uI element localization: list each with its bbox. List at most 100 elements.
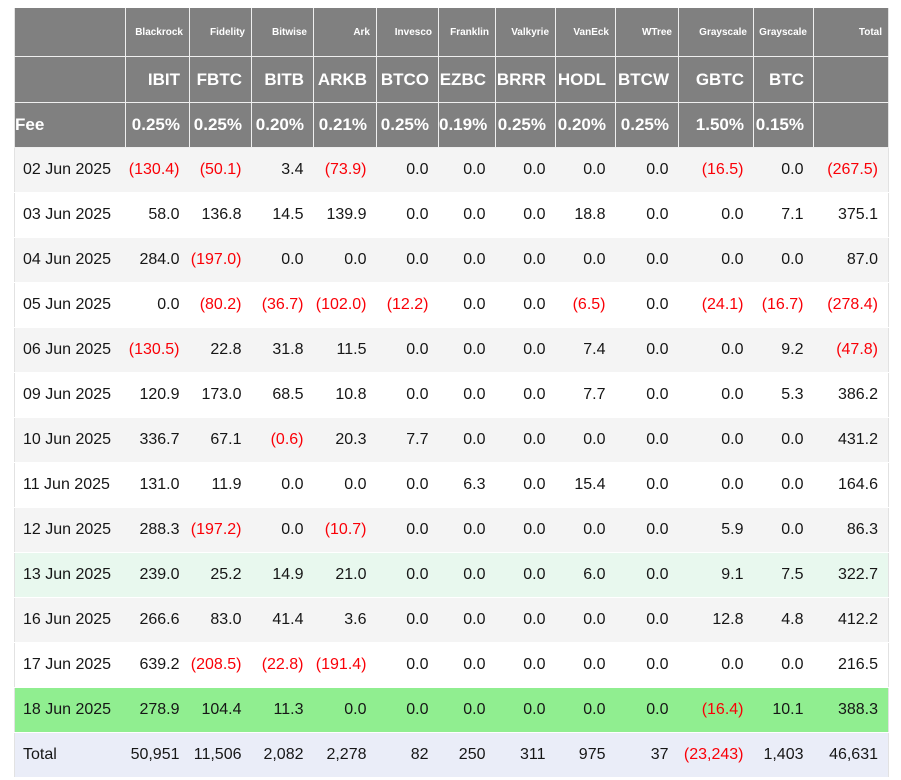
row-total-cell: 431.2	[813, 417, 889, 463]
flow-value-cell: 4.8	[753, 597, 814, 643]
flow-value-cell: 0.0	[495, 282, 556, 328]
ticker-header-row: IBIT FBTC BITB ARKB BTCO EZBC BRRR HODL BTCW GBTC…	[14, 56, 889, 103]
flow-value-cell: 0.0	[376, 597, 439, 643]
flow-value-cell: 0.0	[495, 597, 556, 643]
flow-value-cell: 3.6	[313, 597, 377, 643]
provider-header-cell: WTree	[615, 8, 679, 57]
table-row: 10 Jun 2025 336.7 67.1 (0.6) 20.3 7.7 0.0 0.0 0.…	[14, 417, 889, 463]
flow-value-cell: 22.8	[189, 327, 252, 373]
provider-header-cell: Bitwise	[251, 8, 314, 57]
flow-value-cell: 0.0	[376, 462, 439, 508]
ticker-header-cell: ARKB	[313, 56, 377, 103]
date-cell: 09 Jun 2025	[14, 372, 126, 418]
flow-value-cell: 67.1	[189, 417, 252, 463]
total-spacer-cell	[813, 102, 889, 148]
row-total-cell: 375.1	[813, 192, 889, 238]
flow-value-cell: 18.8	[555, 192, 616, 238]
flow-value-cell: 0.0	[313, 462, 377, 508]
flow-value-cell: 12.8	[678, 597, 754, 643]
flow-value-cell: 25.2	[189, 552, 252, 598]
flow-value-cell: 68.5	[251, 372, 314, 418]
flow-value-cell: 0.0	[376, 507, 439, 553]
fee-value-cell: 0.25%	[189, 102, 252, 148]
flow-value-cell: 0.0	[555, 147, 616, 193]
flow-value-cell: 0.0	[753, 642, 814, 688]
flow-value-cell: 7.5	[753, 552, 814, 598]
flow-value-cell: 14.9	[251, 552, 314, 598]
flow-value-cell: 0.0	[495, 237, 556, 283]
date-cell: 10 Jun 2025	[14, 417, 126, 463]
flow-value-cell: 173.0	[189, 372, 252, 418]
total-spacer-cell	[813, 56, 889, 103]
flow-value-cell: (10.7)	[313, 507, 377, 553]
date-cell: 12 Jun 2025	[14, 507, 126, 553]
total-value-cell: 50,951	[130, 746, 180, 763]
flow-value-cell: 0.0	[753, 462, 814, 508]
flow-value-cell: 0.0	[615, 327, 679, 373]
etf-flow-table: Blackrock Fidelity Bitwise Ark Invesco Frankl…	[14, 8, 889, 777]
flow-value-cell: 0.0	[678, 327, 754, 373]
fee-value-cell: 0.15%	[753, 102, 814, 148]
flow-value-cell: 10.8	[313, 372, 377, 418]
row-total-cell: 386.2	[813, 372, 889, 418]
row-total-cell: (278.4)	[813, 282, 889, 328]
flow-value-cell: 0.0	[555, 507, 616, 553]
date-cell: 13 Jun 2025	[14, 552, 126, 598]
flow-value-cell: 11.3	[251, 687, 314, 733]
flow-value-cell: 0.0	[495, 372, 556, 418]
table-row: 17 Jun 2025 639.2 (208.5) (22.8) (191.4) 0.0 0…	[14, 642, 889, 688]
flow-value-cell: 10.1	[753, 687, 814, 733]
ticker-header-cell: BTCW	[615, 56, 679, 103]
flow-value-cell: 9.2	[753, 327, 814, 373]
flow-value-cell: 0.0	[615, 147, 679, 193]
flow-value-cell: 0.0	[615, 237, 679, 283]
flow-value-cell: 139.9	[313, 192, 377, 238]
table-row: 04 Jun 2025 284.0 (197.0) 0.0 0.0 0.0 0.0 0.0 0.…	[14, 237, 889, 283]
row-total-cell: 216.5	[813, 642, 889, 688]
flow-value-cell: 239.0	[125, 552, 190, 598]
table-row: 11 Jun 2025 131.0 11.9 0.0 0.0 0.0 6.3 0.0 15.4 0…	[14, 462, 889, 508]
flow-value-cell: 5.9	[678, 507, 754, 553]
flow-value-cell: 0.0	[615, 552, 679, 598]
flow-value-cell: 21.0	[313, 552, 377, 598]
flow-value-cell: (16.4)	[678, 687, 754, 733]
fee-value-cell: 0.25%	[495, 102, 556, 148]
fee-value-cell: 0.25%	[376, 102, 439, 148]
total-header-cell: Total	[813, 8, 889, 57]
flow-value-cell: 0.0	[376, 237, 439, 283]
flow-value-cell: 0.0	[495, 687, 556, 733]
flow-value-cell: 0.0	[495, 642, 556, 688]
flow-value-cell: 7.7	[555, 372, 616, 418]
flow-value-cell: 0.0	[376, 327, 439, 373]
flow-value-cell: 0.0	[615, 282, 679, 328]
ticker-header-cell: BRRR	[495, 56, 556, 103]
provider-header-cell: Valkyrie	[495, 8, 556, 57]
flow-value-cell: (80.2)	[189, 282, 252, 328]
flow-value-cell: 11.9	[189, 462, 252, 508]
flow-value-cell: 0.0	[313, 237, 377, 283]
flow-value-cell: 7.7	[376, 417, 439, 463]
fee-value-cell: 0.20%	[555, 102, 616, 148]
flow-value-cell: (130.4)	[125, 147, 190, 193]
flow-value-cell: 0.0	[495, 417, 556, 463]
flow-value-cell: 0.0	[615, 507, 679, 553]
provider-header-cell: Fidelity	[189, 8, 252, 57]
total-value-cell: 11,506	[193, 746, 242, 763]
fee-value-cell: 0.20%	[251, 102, 314, 148]
table-row: 12 Jun 2025 288.3 (197.2) 0.0 (10.7) 0.0 0.0 0.…	[14, 507, 889, 553]
flow-value-cell: 0.0	[438, 237, 496, 283]
row-total-cell: 322.7	[813, 552, 889, 598]
table-row: 16 Jun 2025 266.6 83.0 41.4 3.6 0.0 0.0 0.0 0.0 0…	[14, 597, 889, 643]
flow-value-cell: 41.4	[251, 597, 314, 643]
flow-value-cell: 14.5	[251, 192, 314, 238]
provider-header-row: Blackrock Fidelity Bitwise Ark Invesco Frankl…	[14, 8, 889, 57]
flow-value-cell: (12.2)	[376, 282, 439, 328]
flow-value-cell: 0.0	[753, 417, 814, 463]
total-row: Total 50,951 11,506 2,082 2,278 82 250 311 975 37…	[14, 732, 889, 777]
row-total-cell: 412.2	[813, 597, 889, 643]
flow-value-cell: (191.4)	[313, 642, 377, 688]
flow-value-cell: 266.6	[125, 597, 190, 643]
flow-value-cell: (6.5)	[555, 282, 616, 328]
table-row: 03 Jun 2025 58.0 136.8 14.5 139.9 0.0 0.0 0.0 18…	[14, 192, 889, 238]
flow-value-cell: (197.0)	[189, 237, 252, 283]
